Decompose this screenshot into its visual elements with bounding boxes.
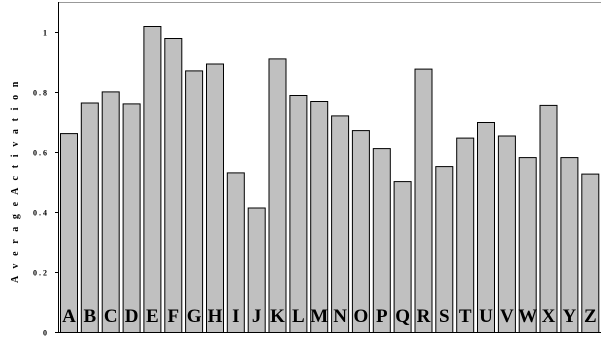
- category-label-j: J: [252, 306, 262, 327]
- y-ticks: 0 0 . 2 0 . 4 0 . 6 0 . 8 1: [33, 29, 59, 338]
- y-tick-label: 0: [43, 329, 47, 338]
- category-label-a: A: [62, 306, 76, 327]
- category-label-r: R: [417, 306, 431, 327]
- y-tick-label: 0 . 2: [33, 269, 47, 278]
- category-label-y: Y: [563, 306, 577, 327]
- category-label-t: T: [459, 306, 472, 327]
- bar-p: [372, 148, 391, 333]
- category-label-h: H: [208, 306, 223, 327]
- bar-e: [143, 26, 162, 333]
- bar-l: [289, 95, 308, 333]
- bar-t: [456, 137, 475, 333]
- bar-f: [164, 38, 183, 333]
- category-label-m: M: [310, 306, 328, 327]
- category-label-s: S: [439, 306, 450, 327]
- bar-d: [122, 103, 141, 334]
- category-label-n: N: [333, 306, 347, 327]
- bar-m: [310, 101, 329, 333]
- category-label-i: I: [232, 306, 239, 327]
- y-tick-label: 0 . 8: [33, 89, 47, 98]
- category-label-v: V: [500, 306, 514, 327]
- y-tick-label: 0 . 4: [33, 209, 47, 218]
- category-label-c: C: [104, 306, 118, 327]
- bar-g: [185, 70, 204, 334]
- bar-a: [60, 133, 78, 333]
- category-label-w: W: [518, 306, 537, 327]
- bars: [60, 26, 600, 334]
- category-label-d: D: [125, 306, 139, 327]
- category-label-o: O: [354, 306, 369, 327]
- y-axis-label: A v e r a g e A c t i v a t i o n: [10, 79, 21, 283]
- category-label-z: Z: [584, 306, 597, 327]
- bar-c: [101, 91, 120, 334]
- category-label-l: L: [292, 306, 305, 327]
- bar-b: [80, 102, 99, 333]
- y-tick-label: 0 . 6: [33, 149, 47, 158]
- y-tick-label: 1: [43, 29, 47, 38]
- category-label-p: P: [376, 306, 388, 327]
- category-label-b: B: [83, 306, 96, 327]
- category-label-e: E: [146, 306, 159, 327]
- bar-o: [351, 130, 370, 333]
- category-label-f: F: [167, 306, 179, 327]
- category-label-k: K: [270, 306, 285, 327]
- bar-k: [268, 58, 287, 334]
- bar-v: [497, 135, 516, 333]
- bar-x: [539, 104, 558, 334]
- bar-u: [477, 122, 495, 333]
- category-label-x: X: [542, 306, 556, 327]
- bar-r: [414, 68, 433, 333]
- category-label-g: G: [187, 306, 202, 327]
- category-label-q: Q: [395, 306, 410, 327]
- category-label-u: U: [479, 306, 493, 327]
- bar-n: [331, 115, 350, 334]
- bar-h: [206, 63, 224, 333]
